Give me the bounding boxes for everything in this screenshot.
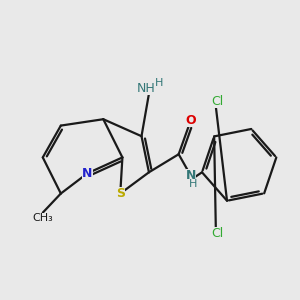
Text: CH₃: CH₃ — [32, 213, 53, 223]
Text: N: N — [186, 169, 196, 182]
Text: O: O — [185, 114, 196, 127]
Text: NH: NH — [136, 82, 155, 95]
Text: N: N — [82, 167, 93, 180]
Text: H: H — [189, 179, 197, 189]
Text: S: S — [116, 187, 125, 200]
Text: H: H — [155, 78, 164, 88]
Text: Cl: Cl — [211, 94, 224, 108]
Text: Cl: Cl — [211, 227, 224, 240]
